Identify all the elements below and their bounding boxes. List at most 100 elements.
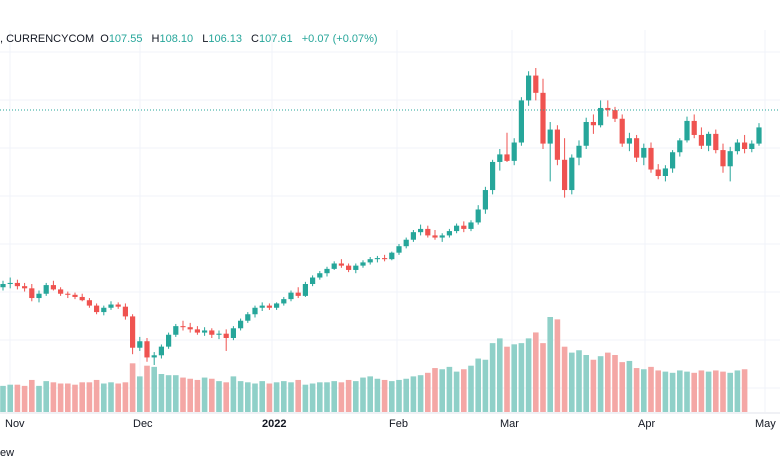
x-tick-label: Apr xyxy=(638,418,655,430)
candle-body xyxy=(677,140,683,153)
volume-bar xyxy=(259,381,265,412)
volume-bar xyxy=(309,383,316,412)
legend-symbol: , CURRENCYCOM xyxy=(0,33,95,45)
volume-bar xyxy=(461,369,467,412)
candle-body xyxy=(187,327,193,330)
volume-bar xyxy=(245,382,251,412)
candle-body xyxy=(252,307,258,315)
footer-text: ew xyxy=(0,447,15,459)
candle-body xyxy=(14,282,20,287)
candle-body xyxy=(202,330,208,333)
candle-body xyxy=(641,147,647,158)
volume-bar xyxy=(21,385,28,412)
candle-body xyxy=(482,190,488,210)
volume-bar xyxy=(79,382,85,412)
volume-bar xyxy=(288,382,294,412)
candle-body xyxy=(612,110,618,119)
candle-body xyxy=(266,305,272,308)
candle-body xyxy=(108,304,114,308)
volume-bar xyxy=(734,370,741,412)
volume-bar xyxy=(525,338,532,412)
volume-bar xyxy=(720,371,726,412)
candle-body xyxy=(389,252,395,260)
volume-bar xyxy=(345,379,352,412)
volume-bar xyxy=(353,381,359,412)
candle-body xyxy=(7,282,13,284)
volume-bar xyxy=(705,371,712,412)
volume-bar xyxy=(281,381,287,412)
candle-body xyxy=(554,129,560,160)
volume-bar xyxy=(677,370,683,412)
volume-bar xyxy=(14,384,21,412)
volume-bar xyxy=(561,346,568,412)
candle-body xyxy=(670,152,676,169)
candle-body xyxy=(439,235,445,238)
candle-body xyxy=(511,142,517,161)
volume-bar xyxy=(187,378,193,412)
volume-bar xyxy=(216,381,222,412)
volume-bar xyxy=(137,376,143,412)
candle-body xyxy=(540,92,546,144)
candle-body xyxy=(418,228,424,233)
volume-bar xyxy=(302,384,309,412)
volume-bar xyxy=(209,378,215,412)
volume-bar xyxy=(533,332,539,412)
candle-body xyxy=(713,133,719,151)
volume-bar xyxy=(684,371,690,412)
candle-body xyxy=(547,129,553,144)
candle-body xyxy=(29,288,35,299)
volume-bar xyxy=(252,383,258,412)
candle-body xyxy=(194,329,200,333)
candle-body xyxy=(209,330,215,335)
candle-body xyxy=(137,341,143,348)
volume-bar xyxy=(101,383,107,412)
candle-body xyxy=(158,346,164,356)
volume-bar xyxy=(403,378,409,412)
volume-bar xyxy=(389,381,395,412)
volume-bar xyxy=(410,376,417,412)
candle-body xyxy=(0,284,6,288)
volume-bar xyxy=(475,358,481,412)
volume-bar xyxy=(468,365,474,412)
candle-body xyxy=(230,328,236,338)
volume-bar xyxy=(439,369,445,412)
volume-bar xyxy=(655,370,661,412)
candle-body xyxy=(569,157,575,191)
candle-body xyxy=(619,118,625,144)
candle-body xyxy=(72,294,78,297)
volume-bar xyxy=(338,382,345,412)
volume-bar xyxy=(691,372,697,412)
candle-body xyxy=(360,262,366,266)
candle-body xyxy=(410,232,416,240)
candle-body xyxy=(144,341,150,358)
volume-bar xyxy=(122,382,129,412)
volume-bar xyxy=(273,382,280,412)
volume-bar xyxy=(158,374,165,412)
candle-body xyxy=(288,292,294,300)
volume-bar xyxy=(518,343,525,412)
candle-body xyxy=(43,285,49,294)
candle-body xyxy=(259,305,265,308)
volume-bar xyxy=(367,376,373,412)
volume-bar xyxy=(36,385,42,412)
volume-bar xyxy=(295,379,301,412)
candle-body xyxy=(238,320,244,329)
volume-bar xyxy=(72,384,78,412)
volume-bar xyxy=(0,385,6,412)
volume-bar xyxy=(129,363,136,412)
volume-bar xyxy=(554,319,561,412)
candle-body xyxy=(562,159,568,191)
volume-bar xyxy=(173,375,179,412)
volume-bar xyxy=(266,383,273,412)
volume-bar xyxy=(741,369,748,412)
candle-body xyxy=(720,150,726,167)
candle-body xyxy=(331,263,337,269)
x-tick-label: Nov xyxy=(5,418,25,430)
candle-body xyxy=(396,246,402,253)
candle-body xyxy=(583,122,589,146)
volume-bar xyxy=(425,372,431,412)
volume-bar xyxy=(180,377,186,412)
volume-bar xyxy=(662,371,669,412)
